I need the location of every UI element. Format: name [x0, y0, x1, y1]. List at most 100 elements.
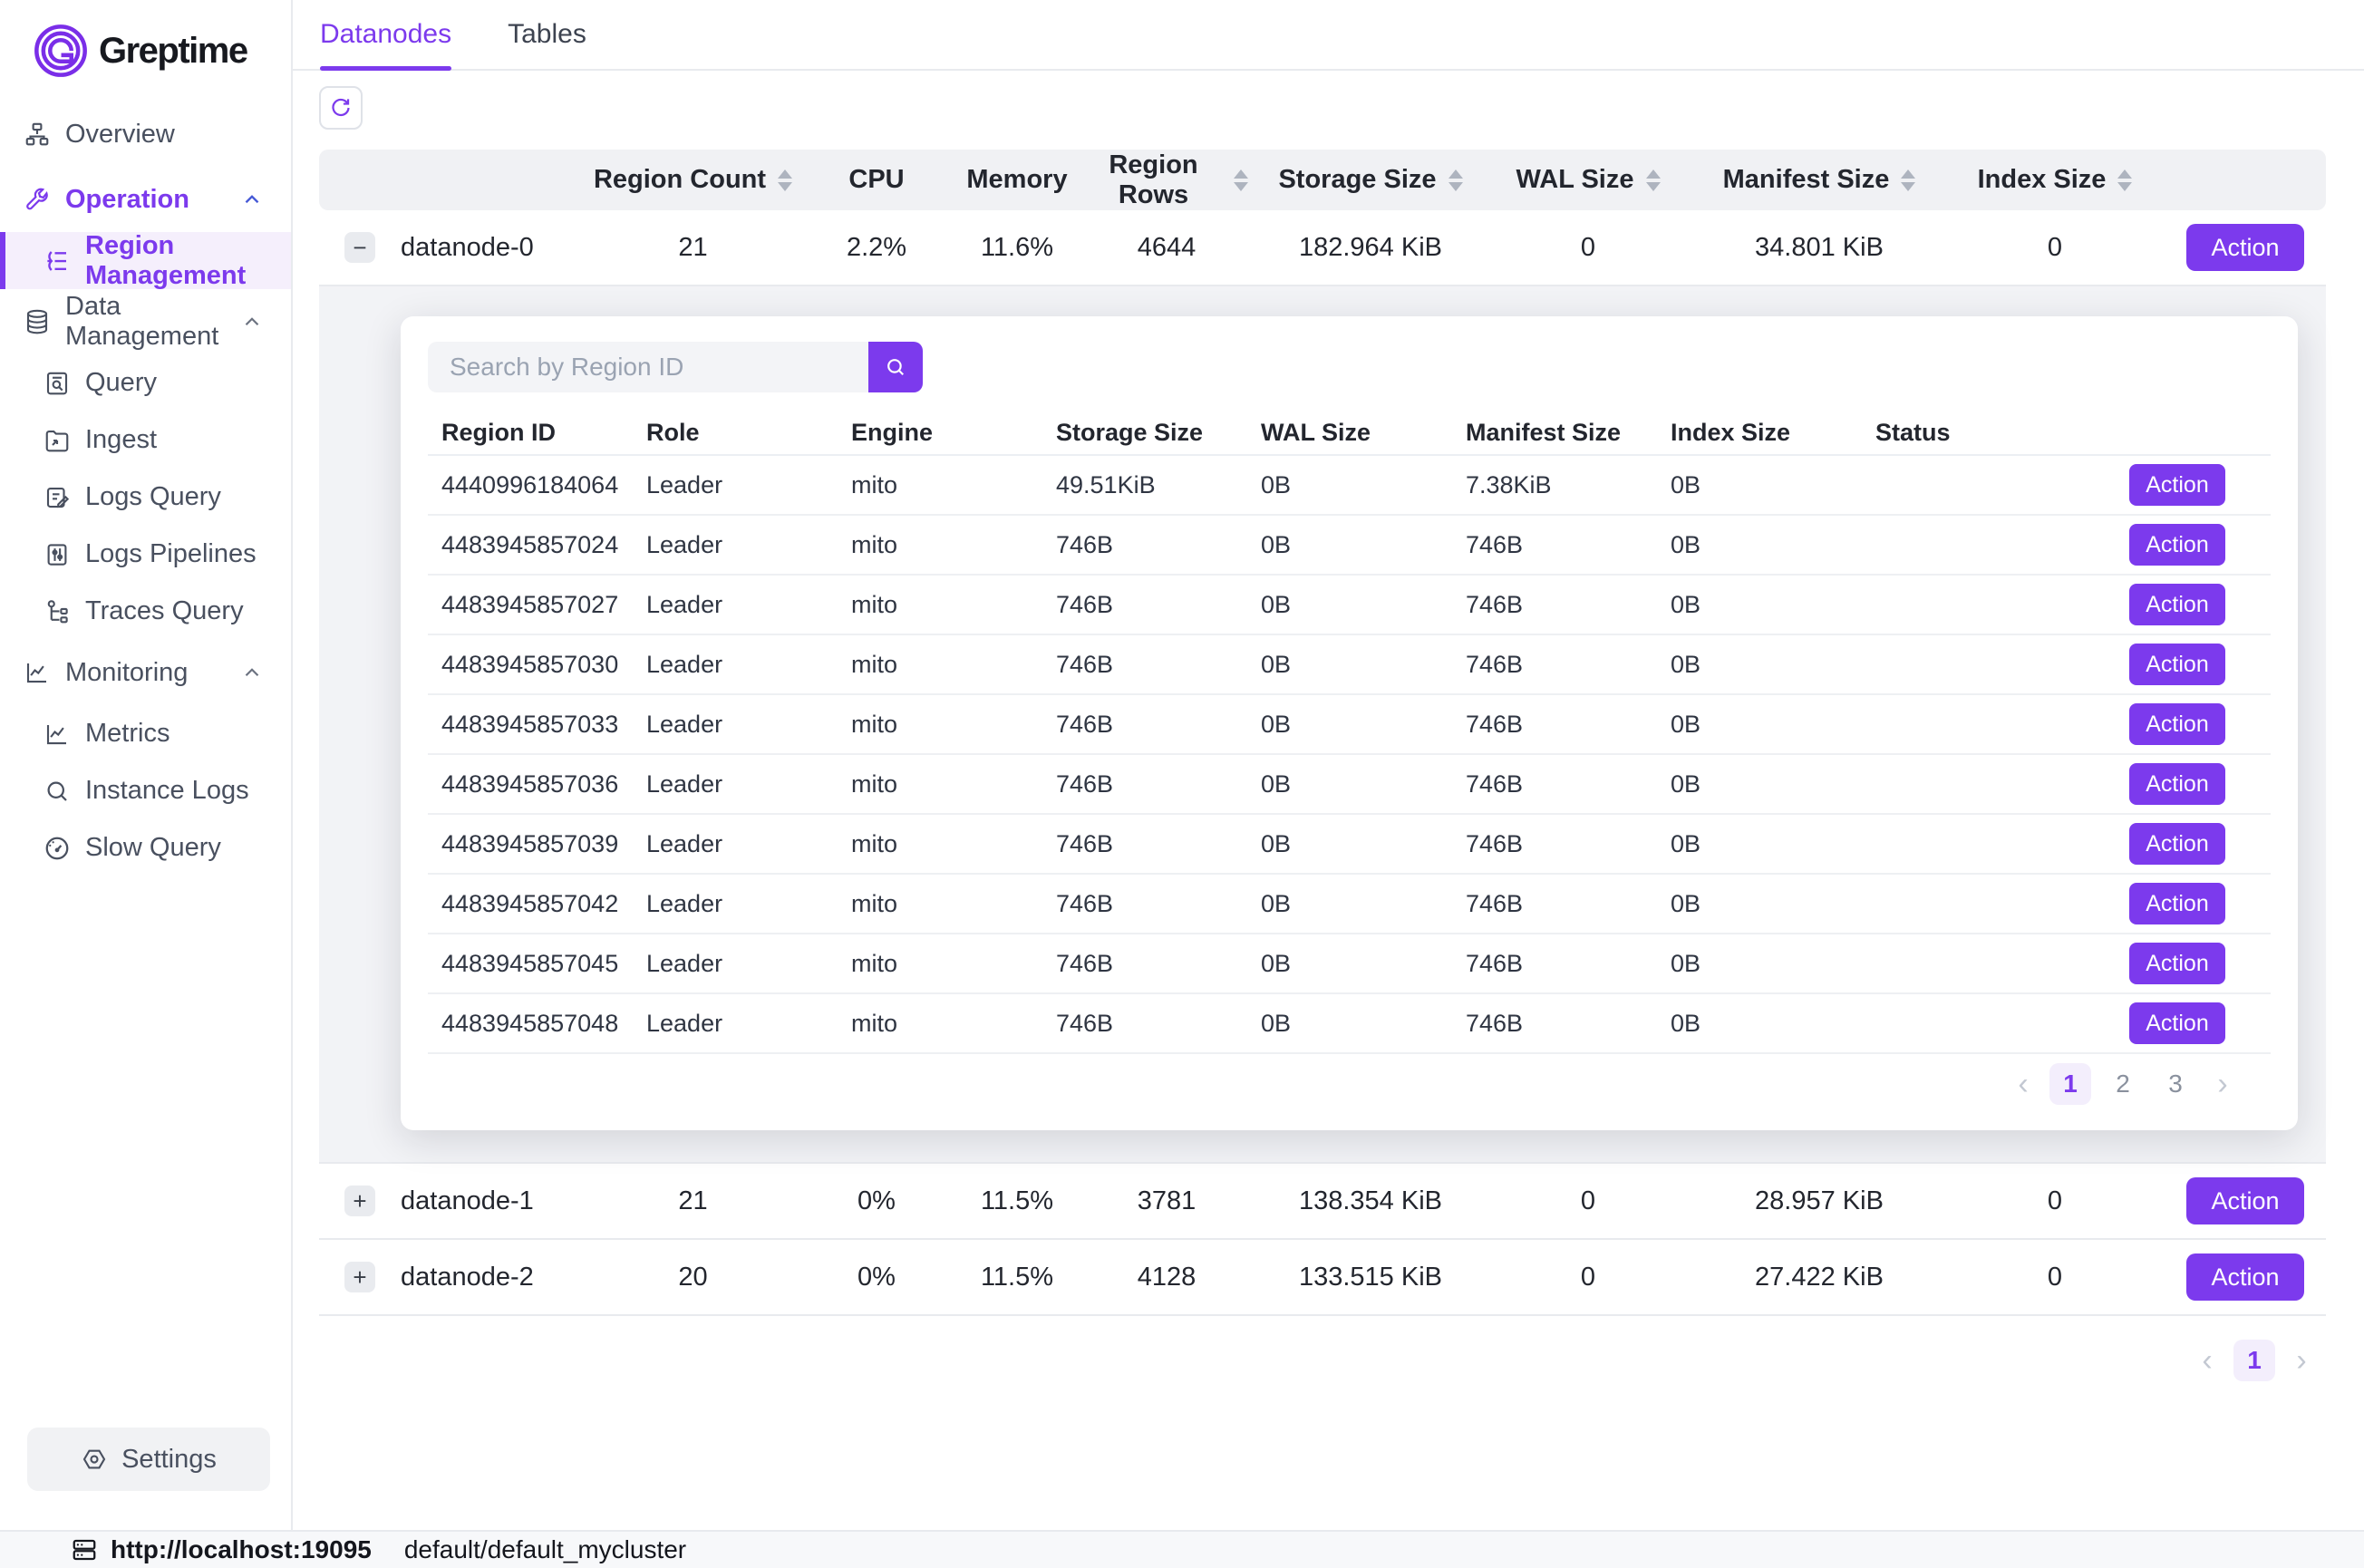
datanode-name: datanode-1 — [401, 1186, 534, 1215]
column-header-wal-size: WAL Size — [1261, 418, 1371, 446]
column-header-region-rows[interactable]: Region Rows — [1085, 150, 1248, 210]
sort-icon[interactable] — [1234, 169, 1248, 191]
region-pagination: ‹ 1 2 3 › — [428, 1063, 2271, 1105]
region-rows-cell: 4644 — [1137, 232, 1197, 262]
refresh-button[interactable] — [319, 86, 363, 130]
sidebar-item-label: Query — [85, 368, 157, 397]
engine-cell: mito — [851, 1009, 898, 1037]
sidebar-item-slow-query[interactable]: Slow Query — [0, 819, 291, 876]
settings-button[interactable]: Settings — [27, 1428, 270, 1491]
datanode-action-button[interactable]: Action — [2186, 1253, 2304, 1301]
sidebar-item-query[interactable]: Query — [0, 354, 291, 411]
region-action-button[interactable]: Action — [2129, 883, 2225, 924]
manifest-size-cell: 746B — [1466, 829, 1524, 857]
column-header-manifest-size[interactable]: Manifest Size — [1723, 165, 1916, 195]
sidebar-item-instance-logs[interactable]: Instance Logs — [0, 762, 291, 819]
column-header-storage-size: Storage Size — [1056, 418, 1204, 446]
tab-datanodes[interactable]: Datanodes — [320, 0, 452, 71]
region-id-cell: 4483945857042 — [441, 889, 619, 917]
sidebar-item-label: Metrics — [85, 719, 170, 748]
chevron-up-icon[interactable] — [240, 310, 264, 334]
sort-icon[interactable] — [1448, 169, 1463, 191]
region-action-button[interactable]: Action — [2129, 644, 2225, 685]
manifest-size-cell: 746B — [1466, 710, 1524, 738]
region-id-cell: 4483945857033 — [441, 710, 619, 738]
cpu-cell: 2.2% — [846, 232, 907, 262]
chevron-up-icon[interactable] — [240, 188, 264, 211]
index-size-cell: 0B — [1671, 769, 1701, 798]
sidebar-item-label: Logs Pipelines — [85, 539, 257, 568]
prev-page-button[interactable]: ‹ — [2192, 1340, 2223, 1381]
sidebar-item-operation[interactable]: Operation — [0, 167, 291, 232]
brand-name: Greptime — [99, 30, 248, 71]
prev-page-button[interactable]: ‹ — [2008, 1063, 2039, 1105]
index-size-cell: 0B — [1671, 590, 1701, 618]
chevron-up-icon[interactable] — [240, 661, 264, 684]
role-cell: Leader — [646, 949, 723, 977]
manifest-size-cell: 746B — [1466, 949, 1524, 977]
datanode-action-button[interactable]: Action — [2186, 224, 2304, 271]
engine-cell: mito — [851, 650, 898, 678]
region-table-row: 4483945857027 Leader mito 746B 0B 746B 0… — [428, 576, 2271, 635]
trace-tree-icon — [44, 598, 71, 625]
page-button-2[interactable]: 2 — [2102, 1063, 2144, 1105]
region-action-button[interactable]: Action — [2129, 584, 2225, 625]
server-url[interactable]: http://localhost:19095 — [111, 1535, 372, 1563]
region-action-button[interactable]: Action — [2129, 464, 2225, 506]
collapse-row-button[interactable]: − — [344, 232, 375, 263]
manifest-size-cell: 27.422 KiB — [1755, 1262, 1884, 1292]
region-search — [428, 342, 2271, 392]
manifest-size-cell: 746B — [1466, 590, 1524, 618]
page-button-1[interactable]: 1 — [2233, 1340, 2275, 1381]
region-action-button[interactable]: Action — [2129, 703, 2225, 745]
column-header-region-id: Region ID — [441, 418, 556, 446]
role-cell: Leader — [646, 530, 723, 558]
sidebar-item-data-management[interactable]: Data Management — [0, 289, 291, 354]
region-search-button[interactable] — [868, 342, 923, 392]
region-id-cell: 4440996184064 — [441, 470, 619, 498]
role-cell: Leader — [646, 650, 723, 678]
column-header-memory: Memory — [966, 165, 1068, 194]
sidebar-item-traces-query[interactable]: Traces Query — [0, 583, 291, 640]
sidebar-item-logs-query[interactable]: Logs Query — [0, 469, 291, 526]
region-action-button[interactable]: Action — [2129, 524, 2225, 566]
index-size-cell: 0B — [1671, 949, 1701, 977]
column-header-wal-size[interactable]: WAL Size — [1516, 165, 1661, 195]
column-header-storage-size[interactable]: Storage Size — [1278, 165, 1463, 195]
datanode-action-button[interactable]: Action — [2186, 1177, 2304, 1224]
datanodes-table-header: Region Count CPU Memory Region Rows Stor… — [319, 150, 2326, 210]
speedometer-icon — [44, 835, 71, 862]
region-action-button[interactable]: Action — [2129, 823, 2225, 865]
sort-icon[interactable] — [2117, 169, 2133, 191]
wrench-icon — [24, 186, 51, 213]
next-page-button[interactable]: › — [2207, 1063, 2238, 1105]
tab-tables[interactable]: Tables — [508, 19, 586, 49]
storage-size-cell: 746B — [1056, 710, 1114, 738]
datanode-row-2: + datanode-2 20 0% 11.5% 4128 133.515 Ki… — [319, 1240, 2326, 1316]
region-action-button[interactable]: Action — [2129, 943, 2225, 984]
line-chart-icon — [24, 659, 51, 686]
column-header-region-count[interactable]: Region Count — [594, 165, 793, 195]
sort-icon[interactable] — [1901, 169, 1916, 191]
sort-icon[interactable] — [778, 169, 793, 191]
sidebar-item-ingest[interactable]: Ingest — [0, 411, 291, 469]
column-header-index-size[interactable]: Index Size — [1978, 165, 2133, 195]
expand-row-button[interactable]: + — [344, 1186, 375, 1216]
region-action-button[interactable]: Action — [2129, 1002, 2225, 1044]
sidebar-item-metrics[interactable]: Metrics — [0, 705, 291, 762]
sidebar-item-logs-pipelines[interactable]: Logs Pipelines — [0, 526, 291, 583]
region-table-header: Region ID Role Engine Storage Size WAL S… — [428, 411, 2271, 456]
manifest-size-cell: 7.38KiB — [1466, 470, 1552, 498]
page-button-3[interactable]: 3 — [2155, 1063, 2196, 1105]
expand-row-button[interactable]: + — [344, 1262, 375, 1292]
region-search-input[interactable] — [428, 342, 868, 392]
index-size-cell: 0B — [1671, 710, 1701, 738]
sidebar-item-overview[interactable]: Overview — [0, 102, 291, 167]
page-button-1[interactable]: 1 — [2049, 1063, 2091, 1105]
sort-icon[interactable] — [1645, 169, 1661, 191]
next-page-button[interactable]: › — [2286, 1340, 2317, 1381]
sidebar-item-monitoring[interactable]: Monitoring — [0, 640, 291, 705]
region-action-button[interactable]: Action — [2129, 763, 2225, 805]
sidebar-item-region-management[interactable]: Region Management — [0, 231, 291, 290]
manifest-size-cell: 746B — [1466, 530, 1524, 558]
